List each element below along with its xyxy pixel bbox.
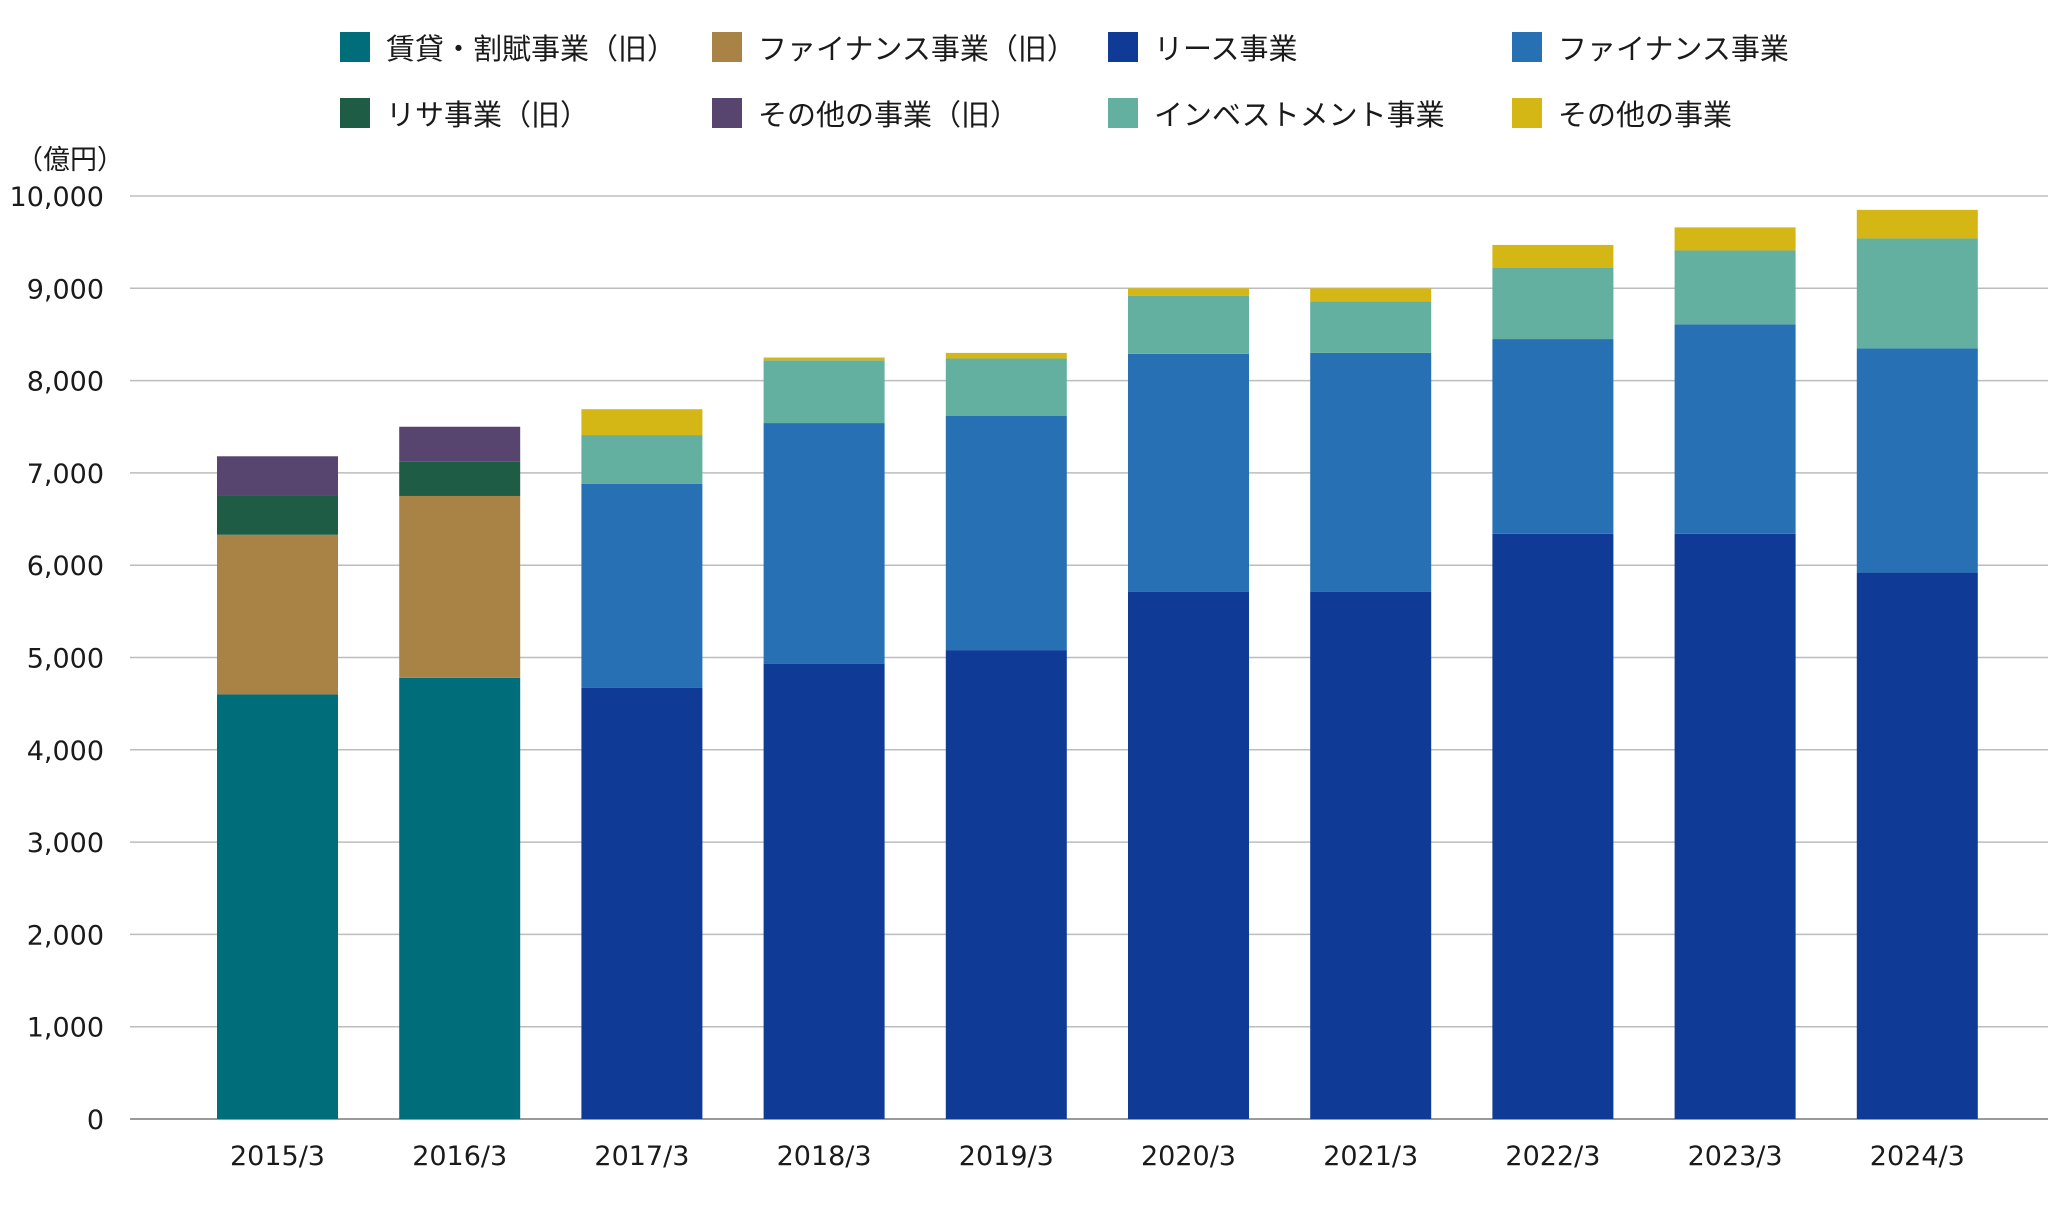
- legend-label: リサ事業（旧）: [386, 98, 590, 132]
- x-axis-ticks: 2015/3 2016/3 2017/3 2018/3 2019/3 2020/3 2021…: [230, 1141, 1965, 1172]
- bar-segment: [1674, 324, 1796, 534]
- bar-segment: [1310, 288, 1432, 302]
- x-tick-label: 2016/3: [412, 1141, 507, 1172]
- bar-segment: [581, 435, 703, 484]
- legend-swatch: [340, 32, 370, 62]
- legend-item: インベストメント事業: [1108, 90, 1445, 136]
- bar-segment: [1492, 244, 1614, 268]
- legend-label: 賃貸・割賦事業（旧）: [386, 32, 677, 66]
- bar-segment: [945, 352, 1067, 359]
- bar-segment: [217, 534, 338, 695]
- bar-segment: [763, 357, 885, 361]
- bar-segment: [217, 495, 338, 535]
- legend-item: ファイナンス事業: [1512, 24, 1789, 70]
- bar-segment: [399, 677, 521, 1119]
- y-tick-label: 4,000: [27, 736, 104, 767]
- legend-swatch: [340, 98, 370, 128]
- y-tick-label: 2,000: [27, 920, 104, 951]
- bar-segment: [1128, 353, 1249, 592]
- bar-segment: [1492, 339, 1614, 534]
- bar-segment: [945, 650, 1067, 1119]
- legend-item: その他の事業（旧）: [712, 90, 1019, 136]
- y-tick-label: 10,000: [10, 182, 104, 213]
- x-tick-label: 2018/3: [777, 1141, 872, 1172]
- legend-label: リース事業: [1154, 32, 1298, 66]
- y-tick-label: 5,000: [27, 644, 104, 675]
- bar-segment: [1492, 533, 1614, 1119]
- legend-label: その他の事業: [1558, 98, 1733, 132]
- x-tick-label: 2019/3: [959, 1141, 1054, 1172]
- bar-segment: [217, 694, 338, 1119]
- legend-swatch: [1512, 98, 1542, 128]
- bar-segment: [581, 409, 703, 436]
- bar-segment: [581, 687, 703, 1119]
- bar-segment: [1856, 209, 1978, 239]
- y-axis-ticks: 0 1,000 2,000 3,000 4,000 5,000 6,000 7,000 8,00…: [10, 182, 104, 1136]
- legend-swatch: [1108, 98, 1138, 128]
- legend-swatch: [1512, 32, 1542, 62]
- legend-swatch: [712, 32, 742, 62]
- legend-label: インベストメント事業: [1154, 98, 1445, 132]
- bar-segment: [1674, 227, 1796, 251]
- bar-segment: [1310, 591, 1432, 1119]
- bar-segment: [1856, 348, 1978, 573]
- x-tick-label: 2017/3: [594, 1141, 689, 1172]
- bar-segment: [1492, 267, 1614, 340]
- bar-segment: [399, 461, 521, 496]
- x-tick-label: 2024/3: [1870, 1141, 1965, 1172]
- bar-segment: [1310, 352, 1432, 592]
- legend-item: 賃貸・割賦事業（旧）: [340, 24, 676, 70]
- bar-segment: [1856, 572, 1978, 1119]
- bar-segment: [763, 360, 885, 424]
- bar-segment: [399, 426, 521, 462]
- y-tick-label: 0: [87, 1105, 104, 1136]
- y-tick-label: 8,000: [27, 367, 104, 398]
- x-tick-label: 2015/3: [230, 1141, 325, 1172]
- y-tick-label: 7,000: [27, 459, 104, 490]
- legend-item: リサ事業（旧）: [340, 90, 589, 136]
- bar-segment: [1856, 238, 1978, 349]
- bar-segment: [945, 358, 1067, 416]
- bar-segment: [1128, 295, 1249, 354]
- y-tick-label: 9,000: [27, 274, 104, 305]
- bar-segment: [581, 483, 703, 688]
- legend-item: その他の事業: [1512, 90, 1732, 136]
- x-tick-label: 2020/3: [1141, 1141, 1236, 1172]
- x-tick-label: 2021/3: [1323, 1141, 1418, 1172]
- bar-segment: [763, 663, 885, 1119]
- bar-segment: [1310, 301, 1432, 353]
- legend-label: その他の事業（旧）: [758, 98, 1020, 132]
- bar-segment: [217, 456, 338, 496]
- bar-segment: [1128, 288, 1249, 296]
- legend-swatch: [712, 98, 742, 128]
- bar-segment: [1674, 250, 1796, 325]
- y-tick-label: 1,000: [27, 1013, 104, 1044]
- legend-label: ファイナンス事業（旧）: [758, 32, 1076, 66]
- bar-segment: [1128, 591, 1249, 1119]
- bar-segment: [399, 495, 521, 678]
- legend-item: ファイナンス事業（旧）: [712, 24, 1076, 70]
- bar-series: [217, 209, 1978, 1119]
- legend-swatch: [1108, 32, 1138, 62]
- bar-segment: [763, 423, 885, 664]
- y-tick-label: 6,000: [27, 551, 104, 582]
- x-tick-label: 2023/3: [1688, 1141, 1783, 1172]
- y-tick-label: 3,000: [27, 828, 104, 859]
- x-tick-label: 2022/3: [1505, 1141, 1600, 1172]
- legend-item: リース事業: [1108, 24, 1298, 70]
- legend-label: ファイナンス事業: [1558, 32, 1789, 66]
- bar-segment: [1674, 533, 1796, 1119]
- bar-segment: [945, 415, 1067, 651]
- y-axis-unit-label: （億円）: [16, 145, 124, 176]
